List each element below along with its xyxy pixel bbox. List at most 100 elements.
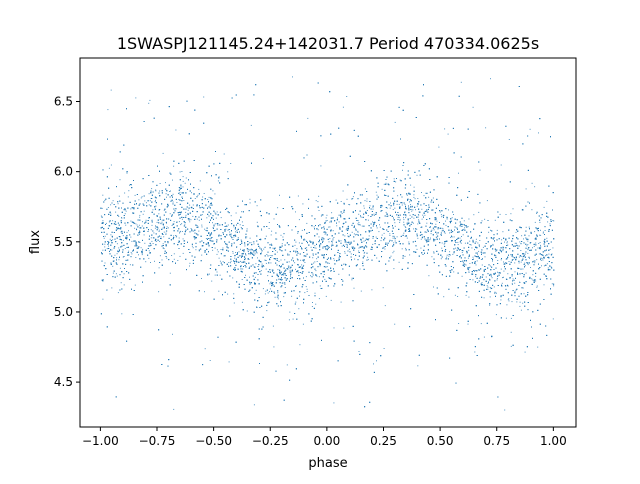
- data-point: [151, 188, 153, 190]
- data-point: [235, 231, 237, 233]
- data-point: [204, 228, 206, 230]
- data-point: [489, 304, 491, 306]
- data-point: [264, 246, 266, 248]
- data-point: [366, 210, 368, 211]
- data-point: [380, 240, 382, 242]
- data-point: [474, 223, 476, 225]
- data-point: [328, 241, 330, 243]
- data-point: [403, 217, 404, 219]
- data-point: [140, 197, 142, 199]
- data-point: [124, 213, 126, 215]
- data-point: [364, 251, 366, 253]
- data-point: [270, 234, 272, 236]
- data-point: [249, 198, 251, 200]
- data-point: [173, 221, 175, 223]
- data-point: [345, 229, 347, 231]
- data-point: [358, 234, 359, 236]
- data-point: [122, 235, 124, 237]
- data-point: [532, 247, 533, 249]
- data-point: [141, 225, 143, 227]
- data-point: [238, 255, 240, 257]
- data-point: [121, 313, 123, 315]
- data-point: [185, 214, 187, 216]
- data-point: [177, 260, 179, 261]
- data-point: [280, 259, 282, 261]
- data-point: [104, 243, 106, 245]
- data-point: [222, 261, 224, 263]
- data-point: [519, 281, 521, 283]
- data-point: [468, 272, 470, 273]
- data-point: [534, 231, 536, 233]
- data-point: [197, 194, 199, 196]
- data-point: [272, 271, 274, 272]
- data-point: [124, 232, 125, 233]
- data-point: [317, 229, 319, 231]
- data-point: [249, 266, 251, 268]
- data-point: [413, 228, 415, 230]
- data-point: [205, 238, 207, 240]
- data-point: [372, 221, 373, 223]
- data-point: [190, 228, 192, 229]
- data-point: [262, 158, 264, 159]
- data-point: [538, 243, 540, 244]
- data-point: [152, 237, 154, 239]
- data-point: [429, 239, 431, 241]
- data-point: [500, 299, 502, 301]
- data-point: [547, 221, 549, 223]
- data-point: [212, 249, 214, 251]
- data-point: [535, 242, 537, 244]
- data-point: [360, 216, 362, 218]
- data-point: [522, 287, 524, 289]
- data-point: [271, 269, 273, 271]
- data-point: [451, 217, 453, 219]
- data-point: [474, 271, 476, 272]
- data-point: [112, 239, 114, 241]
- data-point: [536, 285, 538, 287]
- data-point: [155, 205, 157, 207]
- data-point: [253, 404, 255, 406]
- data-point: [542, 231, 544, 233]
- data-point: [344, 263, 346, 265]
- data-point: [318, 210, 320, 211]
- data-point: [394, 240, 396, 242]
- data-point: [375, 191, 377, 193]
- data-point: [106, 289, 108, 291]
- data-point: [403, 232, 405, 234]
- data-point: [520, 250, 522, 251]
- data-point: [182, 252, 184, 254]
- data-point: [286, 364, 288, 366]
- data-point: [265, 268, 267, 270]
- data-point: [206, 217, 208, 219]
- data-point: [523, 238, 524, 240]
- data-point: [515, 258, 517, 260]
- data-point: [326, 266, 328, 268]
- data-point: [367, 259, 369, 261]
- data-point: [405, 217, 407, 219]
- data-point: [143, 234, 145, 236]
- data-point: [276, 296, 278, 298]
- data-point: [477, 253, 478, 255]
- data-point: [208, 196, 210, 198]
- data-point: [390, 202, 391, 204]
- data-point: [472, 279, 474, 281]
- data-point: [261, 263, 263, 265]
- data-point: [318, 236, 320, 238]
- data-point: [325, 217, 327, 219]
- data-point: [441, 242, 443, 244]
- data-point: [381, 188, 383, 190]
- data-point: [332, 238, 334, 240]
- data-point: [433, 251, 435, 253]
- data-point: [139, 242, 141, 243]
- data-point: [376, 194, 378, 196]
- data-point: [217, 224, 219, 226]
- data-point: [453, 271, 455, 273]
- data-point: [253, 266, 255, 268]
- data-point: [518, 262, 520, 264]
- data-point: [102, 220, 104, 222]
- data-point: [216, 271, 218, 273]
- data-point: [190, 219, 192, 221]
- data-point: [549, 223, 551, 225]
- data-point: [413, 217, 415, 219]
- data-point: [506, 241, 508, 243]
- data-point: [540, 234, 542, 236]
